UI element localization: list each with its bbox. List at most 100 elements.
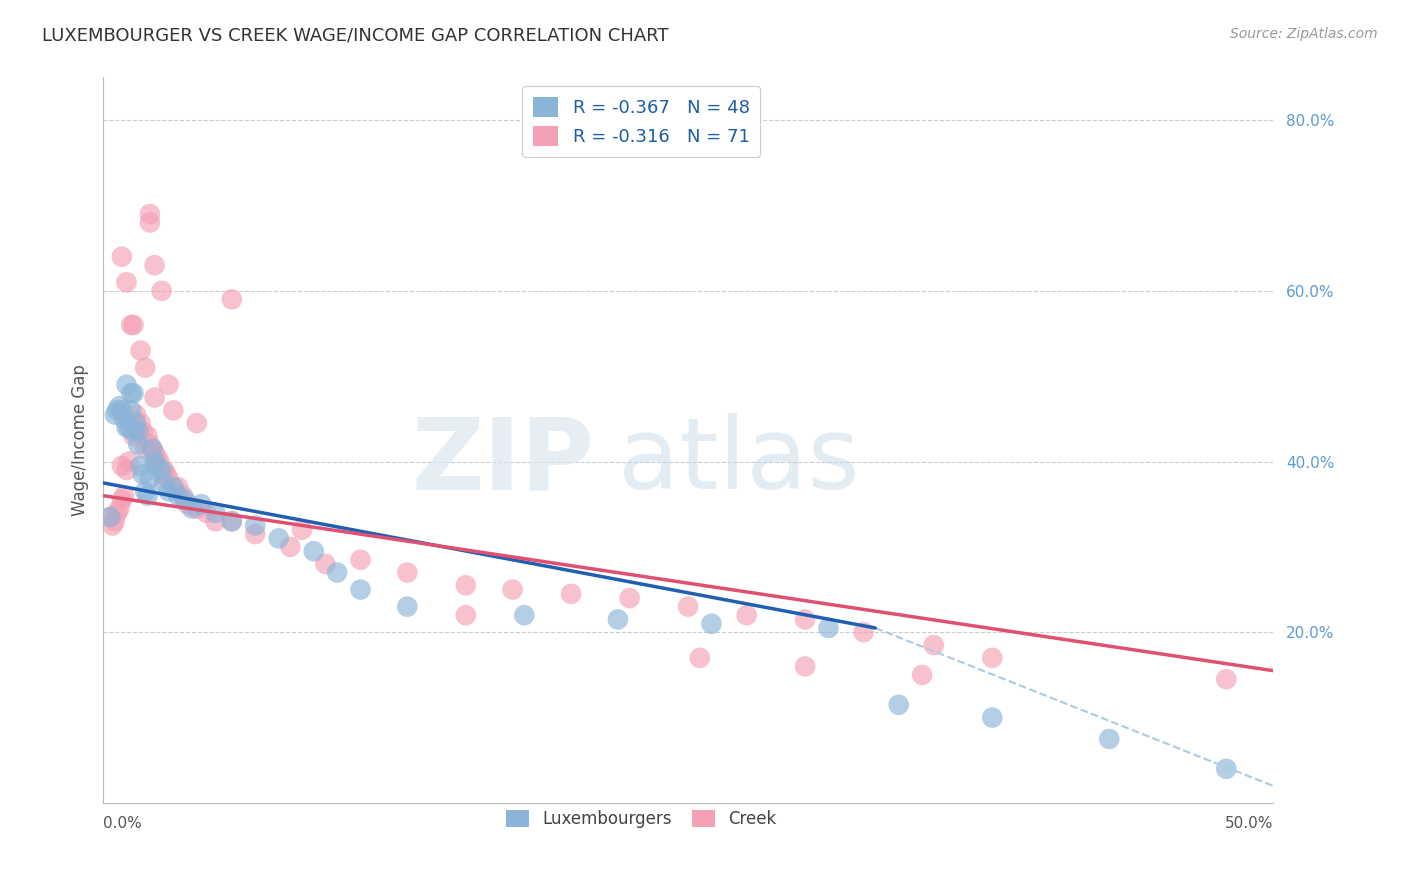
Point bbox=[150, 284, 173, 298]
Point bbox=[132, 467, 155, 482]
Point bbox=[204, 514, 226, 528]
Point bbox=[139, 437, 162, 451]
Point bbox=[139, 472, 162, 486]
Point bbox=[125, 416, 148, 430]
Point bbox=[122, 318, 145, 332]
Point bbox=[245, 518, 267, 533]
Point bbox=[120, 318, 142, 332]
Point bbox=[127, 437, 149, 451]
Point bbox=[349, 582, 371, 597]
Point bbox=[981, 651, 1004, 665]
Point bbox=[167, 480, 190, 494]
Point bbox=[1098, 731, 1121, 746]
Point bbox=[141, 442, 163, 456]
Point bbox=[153, 475, 176, 490]
Point bbox=[186, 416, 208, 430]
Point bbox=[302, 544, 325, 558]
Point bbox=[108, 501, 131, 516]
Point bbox=[794, 659, 817, 673]
Point bbox=[291, 523, 314, 537]
Point bbox=[560, 587, 582, 601]
Point bbox=[176, 497, 198, 511]
Point bbox=[136, 489, 159, 503]
Point bbox=[141, 442, 163, 456]
Point bbox=[794, 612, 817, 626]
Point bbox=[174, 492, 197, 507]
Point bbox=[122, 429, 145, 443]
Point bbox=[150, 463, 173, 477]
Point bbox=[105, 403, 128, 417]
Point bbox=[104, 408, 127, 422]
Point bbox=[153, 463, 176, 477]
Text: LUXEMBOURGER VS CREEK WAGE/INCOME GAP CORRELATION CHART: LUXEMBOURGER VS CREEK WAGE/INCOME GAP CO… bbox=[42, 27, 669, 45]
Point bbox=[120, 403, 142, 417]
Point bbox=[181, 501, 204, 516]
Point bbox=[115, 377, 138, 392]
Text: ZIP: ZIP bbox=[412, 414, 595, 510]
Point bbox=[326, 566, 349, 580]
Point bbox=[111, 403, 134, 417]
Point bbox=[157, 472, 180, 486]
Point bbox=[122, 425, 145, 439]
Point bbox=[887, 698, 910, 712]
Point bbox=[195, 506, 218, 520]
Point bbox=[150, 467, 173, 482]
Point bbox=[112, 412, 135, 426]
Point bbox=[115, 463, 138, 477]
Point bbox=[139, 215, 162, 229]
Point bbox=[155, 467, 177, 482]
Point bbox=[115, 420, 138, 434]
Point bbox=[125, 408, 148, 422]
Point bbox=[619, 591, 641, 606]
Point bbox=[454, 608, 477, 623]
Point bbox=[162, 480, 184, 494]
Point bbox=[129, 458, 152, 473]
Text: 0.0%: 0.0% bbox=[103, 816, 142, 831]
Point bbox=[134, 442, 156, 456]
Point bbox=[314, 557, 336, 571]
Point bbox=[245, 527, 267, 541]
Point bbox=[143, 258, 166, 272]
Point bbox=[689, 651, 711, 665]
Text: atlas: atlas bbox=[617, 414, 859, 510]
Point bbox=[162, 403, 184, 417]
Point bbox=[118, 420, 141, 434]
Text: Source: ZipAtlas.com: Source: ZipAtlas.com bbox=[1230, 27, 1378, 41]
Point bbox=[134, 484, 156, 499]
Point bbox=[735, 608, 758, 623]
Point bbox=[112, 489, 135, 503]
Point bbox=[143, 446, 166, 460]
Point bbox=[204, 506, 226, 520]
Point bbox=[221, 514, 243, 528]
Point bbox=[143, 454, 166, 468]
Point bbox=[148, 454, 170, 468]
Point bbox=[127, 420, 149, 434]
Point bbox=[167, 489, 190, 503]
Point bbox=[120, 420, 142, 434]
Point bbox=[396, 566, 419, 580]
Point bbox=[129, 416, 152, 430]
Point bbox=[101, 518, 124, 533]
Point bbox=[700, 616, 723, 631]
Point bbox=[139, 207, 162, 221]
Point bbox=[146, 458, 169, 473]
Point bbox=[186, 501, 208, 516]
Point bbox=[852, 625, 875, 640]
Point bbox=[157, 484, 180, 499]
Point bbox=[267, 532, 290, 546]
Point bbox=[172, 489, 194, 503]
Point bbox=[98, 510, 121, 524]
Point bbox=[111, 250, 134, 264]
Point bbox=[278, 540, 301, 554]
Point bbox=[1215, 762, 1237, 776]
Point bbox=[817, 621, 839, 635]
Point bbox=[136, 429, 159, 443]
Point bbox=[122, 386, 145, 401]
Point bbox=[162, 480, 184, 494]
Point bbox=[134, 360, 156, 375]
Point bbox=[1215, 672, 1237, 686]
Point bbox=[606, 612, 628, 626]
Point bbox=[120, 386, 142, 401]
Point bbox=[98, 510, 121, 524]
Point bbox=[221, 514, 243, 528]
